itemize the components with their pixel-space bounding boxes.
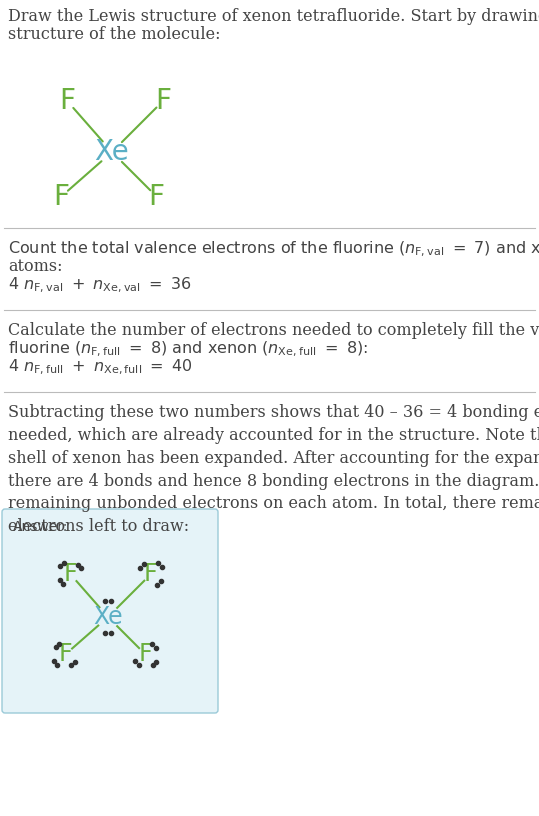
Text: Xe: Xe bbox=[95, 138, 129, 166]
Text: fluorine ($n_{\mathregular{F,full}}\ =\ 8$) and xenon ($n_{\mathregular{Xe,full}: fluorine ($n_{\mathregular{F,full}}\ =\ … bbox=[8, 340, 368, 359]
Text: $4\ n_{\mathregular{F,full}}\ +\ n_{\mathregular{Xe,full}}\ =\ 40$: $4\ n_{\mathregular{F,full}}\ +\ n_{\mat… bbox=[8, 358, 193, 377]
Text: Count the total valence electrons of the fluorine ($n_{\mathregular{F,val}}\ =\ : Count the total valence electrons of the… bbox=[8, 240, 539, 259]
Text: F: F bbox=[139, 642, 152, 667]
Text: $4\ n_{\mathregular{F,val}}\ +\ n_{\mathregular{Xe,val}}\ =\ 36$: $4\ n_{\mathregular{F,val}}\ +\ n_{\math… bbox=[8, 276, 192, 295]
Text: Draw the Lewis structure of xenon tetrafluoride. Start by drawing the overall: Draw the Lewis structure of xenon tetraf… bbox=[8, 8, 539, 25]
Text: Subtracting these two numbers shows that 40 – 36 = 4 bonding electrons are
neede: Subtracting these two numbers shows that… bbox=[8, 404, 539, 535]
Text: F: F bbox=[59, 87, 75, 115]
Text: F: F bbox=[144, 562, 157, 587]
Text: F: F bbox=[149, 183, 164, 211]
Text: Answer:: Answer: bbox=[13, 520, 68, 534]
FancyBboxPatch shape bbox=[2, 509, 218, 713]
Text: F: F bbox=[53, 183, 69, 211]
Text: F: F bbox=[155, 87, 171, 115]
Text: atoms:: atoms: bbox=[8, 258, 63, 275]
Text: structure of the molecule:: structure of the molecule: bbox=[8, 26, 220, 43]
Text: Calculate the number of electrons needed to completely fill the valence shells f: Calculate the number of electrons needed… bbox=[8, 322, 539, 339]
Text: F: F bbox=[59, 642, 72, 667]
Text: F: F bbox=[64, 562, 78, 587]
Text: Xe: Xe bbox=[93, 605, 123, 629]
